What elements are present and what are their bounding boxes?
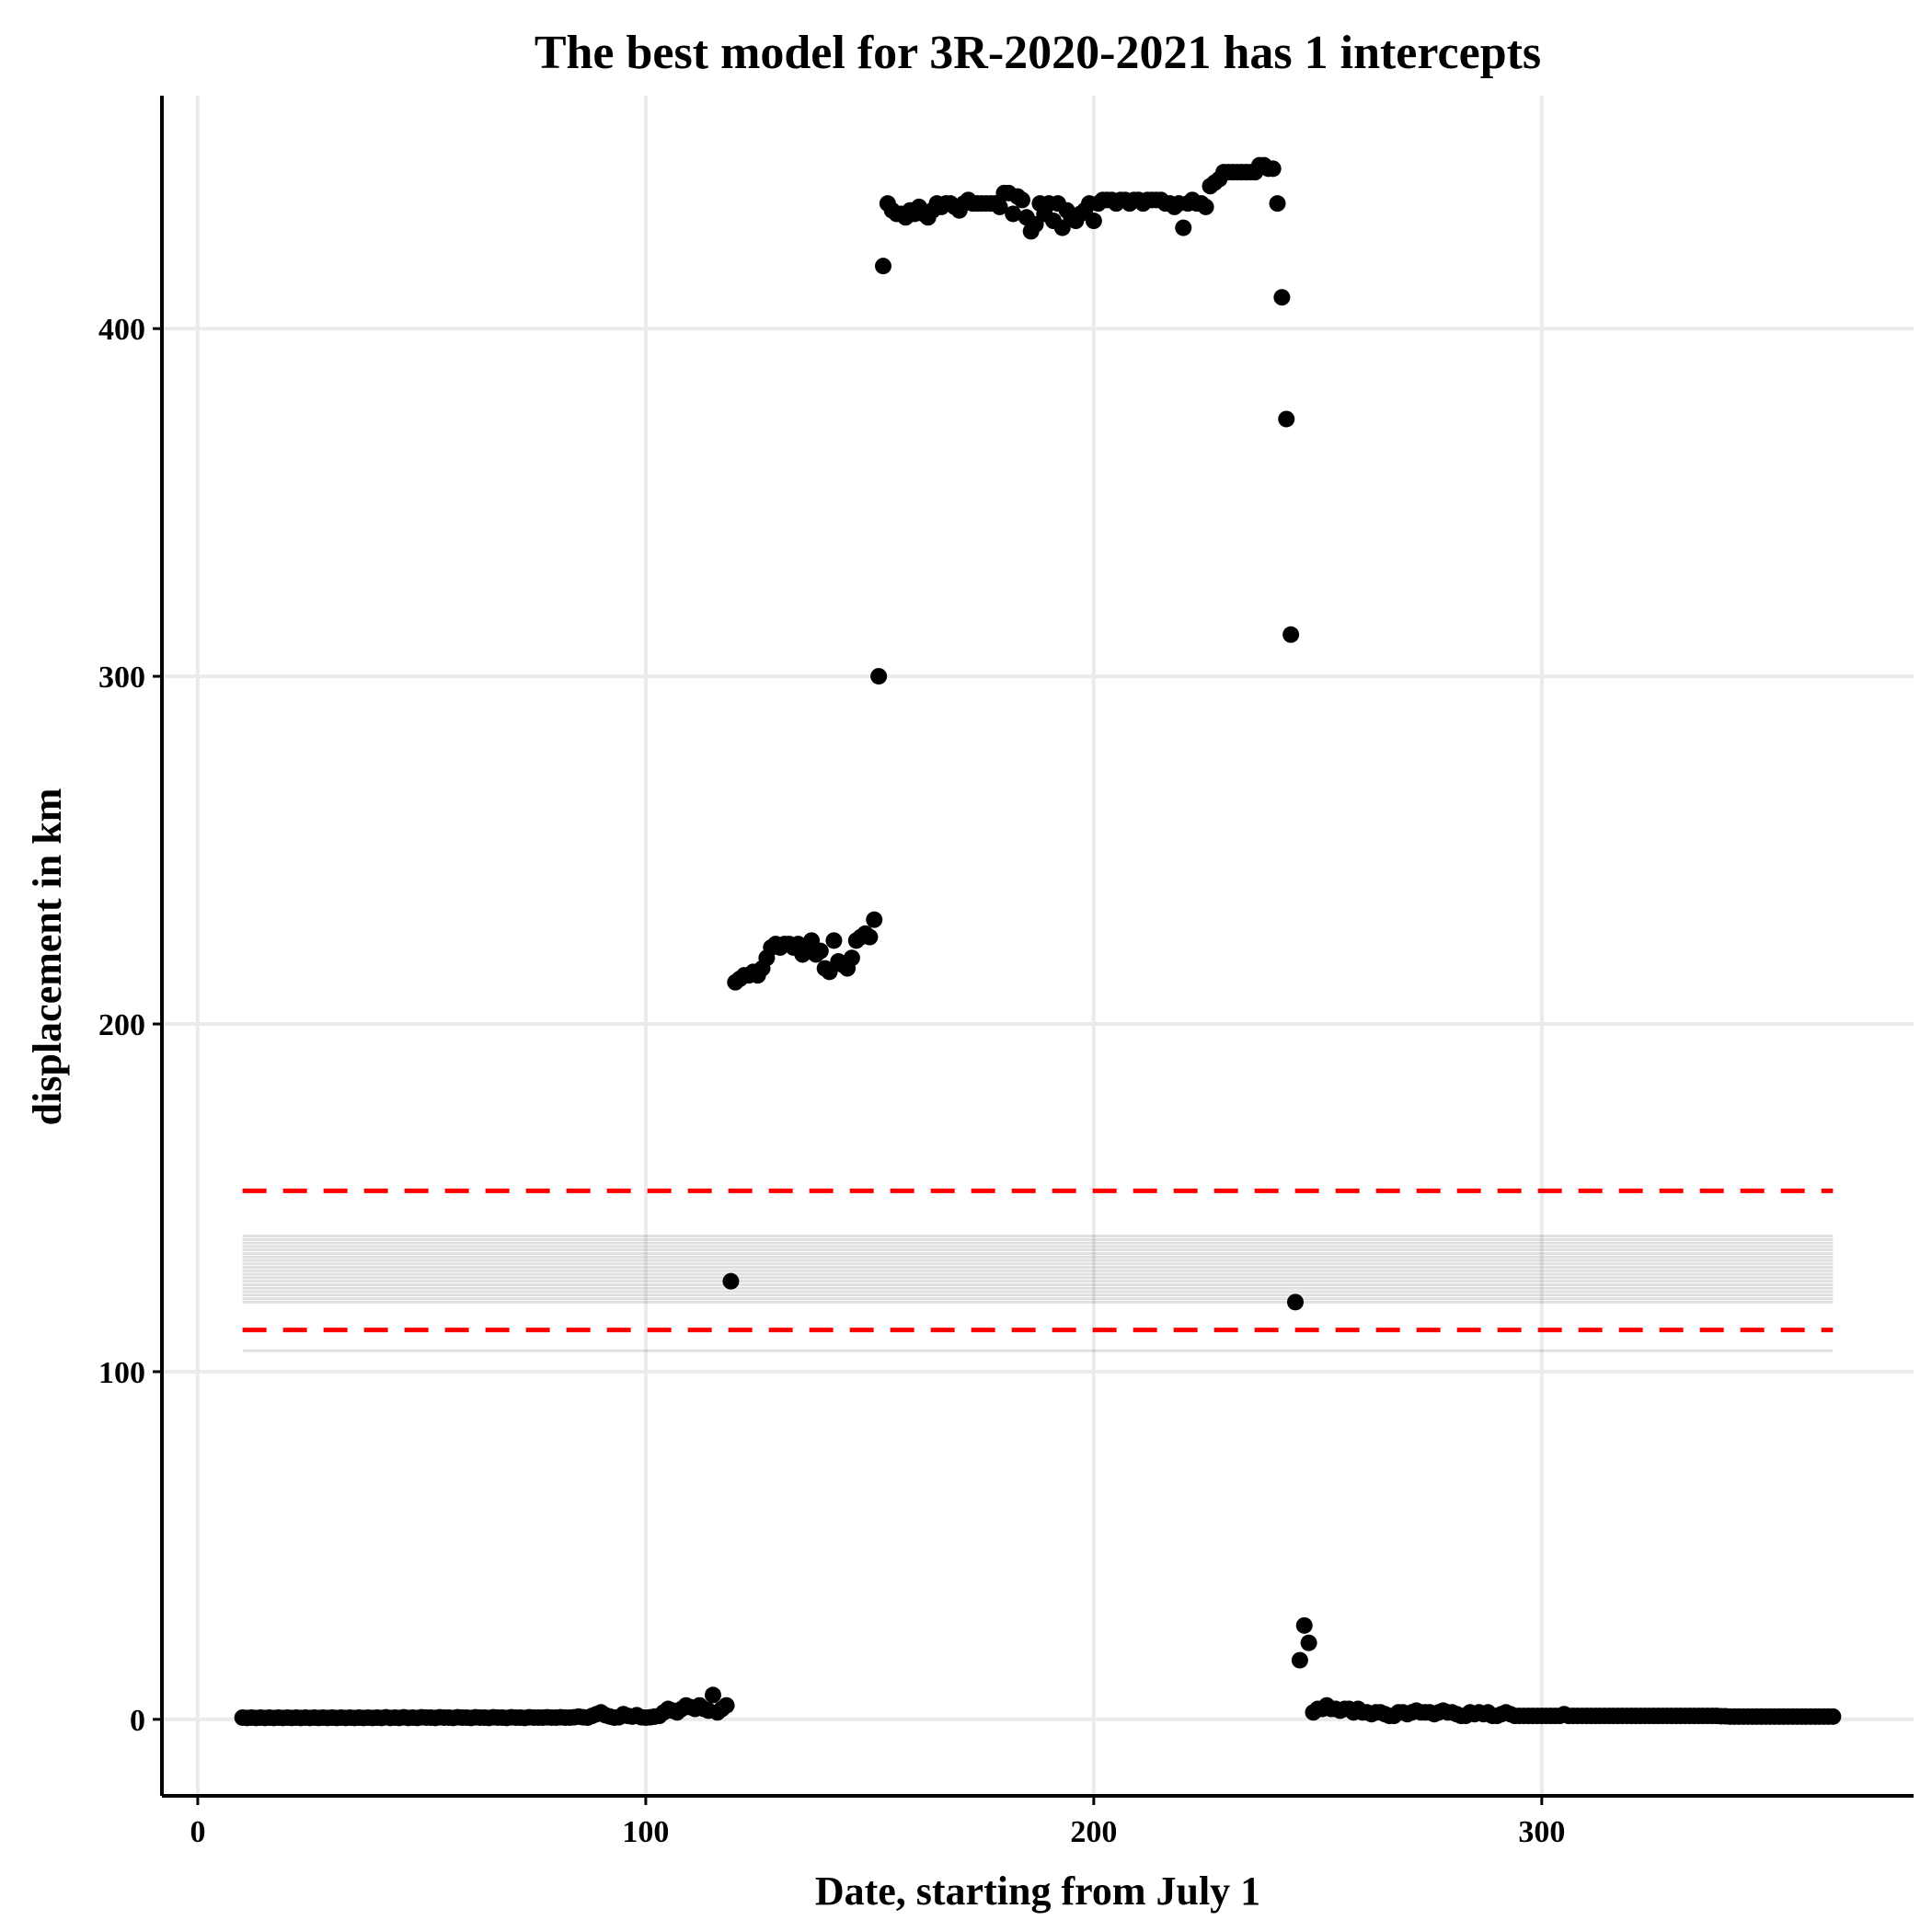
data-point — [1175, 219, 1192, 236]
intercept-band — [242, 1235, 1834, 1352]
data-point — [1013, 191, 1030, 209]
y-tick-label: 400 — [98, 313, 145, 347]
data-point — [704, 1686, 721, 1704]
data-point — [722, 1272, 740, 1290]
data-points — [234, 156, 1842, 1727]
data-point — [1273, 289, 1291, 306]
data-point — [1300, 1634, 1317, 1651]
x-tick-label: 0 — [190, 1815, 205, 1849]
data-point — [1287, 1294, 1304, 1311]
data-point — [1269, 195, 1286, 213]
data-point — [1824, 1708, 1842, 1725]
data-point — [870, 668, 888, 685]
y-axis-label: displacement in km — [25, 788, 70, 1126]
data-point — [718, 1696, 735, 1714]
y-tick-label: 0 — [130, 1704, 145, 1738]
data-point — [1264, 160, 1282, 178]
bound-lines — [242, 1188, 1834, 1333]
data-point — [991, 198, 1008, 215]
data-point — [1005, 205, 1022, 223]
x-tick-label: 200 — [1070, 1815, 1117, 1849]
data-point — [861, 928, 879, 946]
data-point — [1291, 1651, 1308, 1669]
data-point — [1197, 198, 1214, 215]
data-point — [866, 911, 883, 928]
x-axis-label: Date, starting from July 1 — [815, 1869, 1260, 1914]
y-tick-label: 100 — [98, 1356, 145, 1390]
data-point — [811, 942, 829, 960]
chart-title: The best model for 3R-2020-2021 has 1 in… — [535, 27, 1541, 79]
y-tick-label: 300 — [98, 661, 145, 695]
data-point — [1278, 410, 1295, 428]
axis-ticks: 0 100 200 300 0 100 200 300 400 — [98, 313, 1565, 1849]
y-tick-label: 200 — [98, 1008, 145, 1042]
data-point — [875, 258, 891, 275]
data-point — [843, 949, 860, 967]
data-point — [1295, 1616, 1313, 1634]
data-point — [825, 932, 843, 949]
grid — [162, 96, 1914, 1796]
data-point — [1282, 626, 1300, 643]
x-tick-label: 300 — [1518, 1815, 1565, 1849]
x-tick-label: 100 — [622, 1815, 669, 1849]
data-point — [1085, 213, 1102, 230]
